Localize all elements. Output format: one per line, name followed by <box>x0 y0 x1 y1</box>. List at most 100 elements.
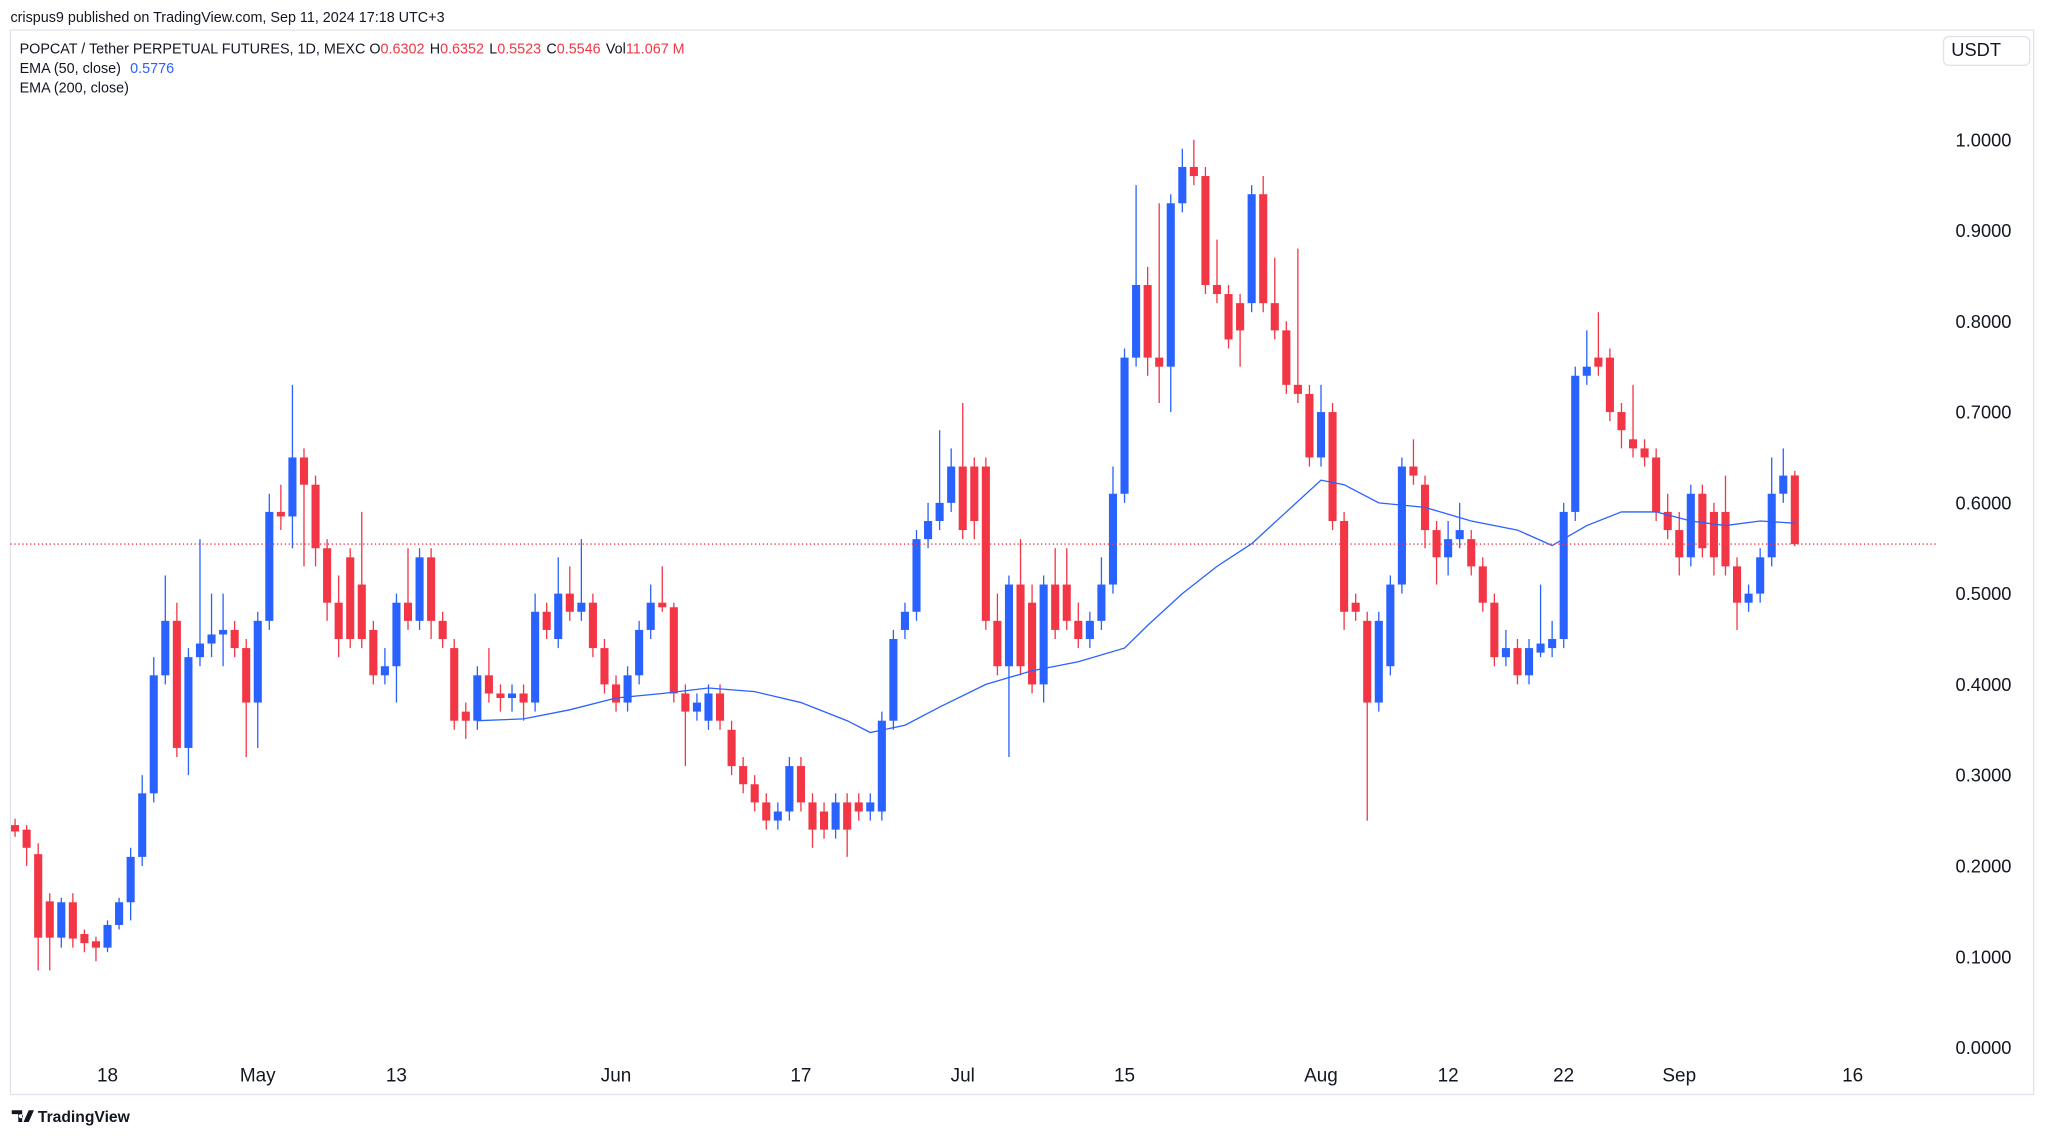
candle-body <box>1270 303 1279 331</box>
symbol-legend: POPCAT / Tether PERPETUAL FUTURES, 1D, M… <box>20 42 685 58</box>
candle-body <box>68 902 77 939</box>
candle-body <box>1166 203 1175 367</box>
candle-body <box>970 466 979 521</box>
candle-body <box>1143 284 1152 358</box>
candle-body <box>1363 620 1372 703</box>
candle-body <box>773 811 782 821</box>
candle-body <box>265 511 274 621</box>
candle-body <box>1652 457 1661 512</box>
candle-body <box>438 620 447 640</box>
chart-frame <box>9 29 2035 1096</box>
candle-body <box>577 602 586 612</box>
candle-body <box>1744 593 1753 603</box>
ohlc-value: 0.6302 <box>381 42 425 58</box>
candle-body <box>496 693 505 699</box>
candle-body <box>681 693 690 712</box>
candle-body <box>80 934 89 944</box>
candle-body <box>1340 520 1349 612</box>
candle-body <box>1698 493 1707 549</box>
y-tick-label: 0.5000 <box>1956 583 2012 604</box>
candle-body <box>126 856 135 903</box>
candle-body <box>1224 294 1233 340</box>
candle-body <box>1178 166 1187 204</box>
candle-body <box>1155 357 1164 367</box>
candle-body <box>1051 584 1060 630</box>
candle-body <box>357 584 366 640</box>
candle-body <box>588 602 597 649</box>
candle-body <box>1397 466 1406 585</box>
y-tick-label: 1.0000 <box>1956 129 2012 150</box>
candle-body <box>230 629 239 649</box>
ema200-legend: EMA (200, close) <box>20 81 129 97</box>
candle-body <box>1293 384 1302 394</box>
candle-body <box>1039 584 1048 685</box>
candle-body <box>889 639 898 721</box>
candle-body <box>1478 566 1487 603</box>
candle-body <box>600 648 609 685</box>
candle-body <box>981 466 990 621</box>
candle-body <box>299 457 309 485</box>
symbol: POPCAT / Tether PERPETUAL FUTURES, 1D, M… <box>20 42 366 58</box>
candle-body <box>958 466 967 531</box>
logo-icon <box>11 1110 34 1122</box>
candle-body <box>1686 493 1695 558</box>
ohlc-value: 11.067 M <box>626 42 685 58</box>
candle-body <box>1132 284 1141 358</box>
candle-body <box>1640 448 1649 458</box>
x-tick-label: Jul <box>951 1065 975 1086</box>
candle-body <box>1409 466 1418 476</box>
plot-area: 0.0000 0.1000 0.2000 0.3000 0.4000 0.5000 0.60… <box>10 129 2011 1086</box>
candle-body <box>611 684 621 703</box>
candle-body <box>519 693 528 703</box>
x-tick-label: 12 <box>1438 1065 1459 1086</box>
candle-body <box>924 520 933 540</box>
candle-body <box>1767 493 1776 558</box>
y-tick-label: 0.6000 <box>1956 492 2012 513</box>
candle-body <box>1201 176 1210 285</box>
candle-body <box>1756 557 1765 594</box>
candle-body <box>1571 375 1580 512</box>
candle-body <box>947 466 956 503</box>
ohlc-key: L <box>489 42 497 58</box>
candle-body <box>843 802 852 830</box>
candle-body <box>993 620 1002 667</box>
candle-body <box>796 766 805 803</box>
candle-body <box>1675 530 1684 558</box>
candle-body <box>669 607 678 694</box>
brand: TradingView <box>38 1109 131 1126</box>
candle-body <box>554 593 563 640</box>
candle-body <box>149 675 158 794</box>
candle-body <box>172 620 181 748</box>
y-tick-label: 0.0000 <box>1956 1037 2012 1058</box>
candle-body <box>450 648 459 721</box>
candle-body <box>403 602 413 621</box>
candle-body <box>1085 620 1094 640</box>
candle-body <box>242 648 251 703</box>
candle-body <box>1559 511 1568 640</box>
candle-body <box>1779 475 1788 494</box>
publisher-note: crispus9 published on TradingView.com, S… <box>10 10 444 26</box>
ohlc-values: O0.6302 H0.6352 L0.5523 C0.5546 Vol11.067 M <box>369 42 684 58</box>
candle-body <box>507 693 517 699</box>
candle-body <box>727 729 736 767</box>
candle-body <box>253 620 262 703</box>
tradingview-logo: TradingView <box>11 1109 131 1126</box>
candle-body <box>565 593 574 612</box>
candle-body <box>531 611 540 703</box>
candle-body <box>288 457 297 517</box>
candle-body <box>138 793 147 857</box>
candle-body <box>739 766 748 785</box>
candle-body <box>427 557 436 621</box>
y-tick-label: 0.4000 <box>1956 674 2012 695</box>
candle-body <box>623 675 632 703</box>
candle-body <box>900 611 909 630</box>
candle-body <box>45 901 54 938</box>
candle-body <box>115 902 124 925</box>
candle-body <box>184 657 193 748</box>
candle-body <box>22 829 31 848</box>
ohlc-value: 0.6352 <box>440 42 484 58</box>
candle-body <box>1062 584 1071 621</box>
candle-body <box>1097 584 1106 621</box>
currency-button[interactable] <box>1942 35 2031 66</box>
